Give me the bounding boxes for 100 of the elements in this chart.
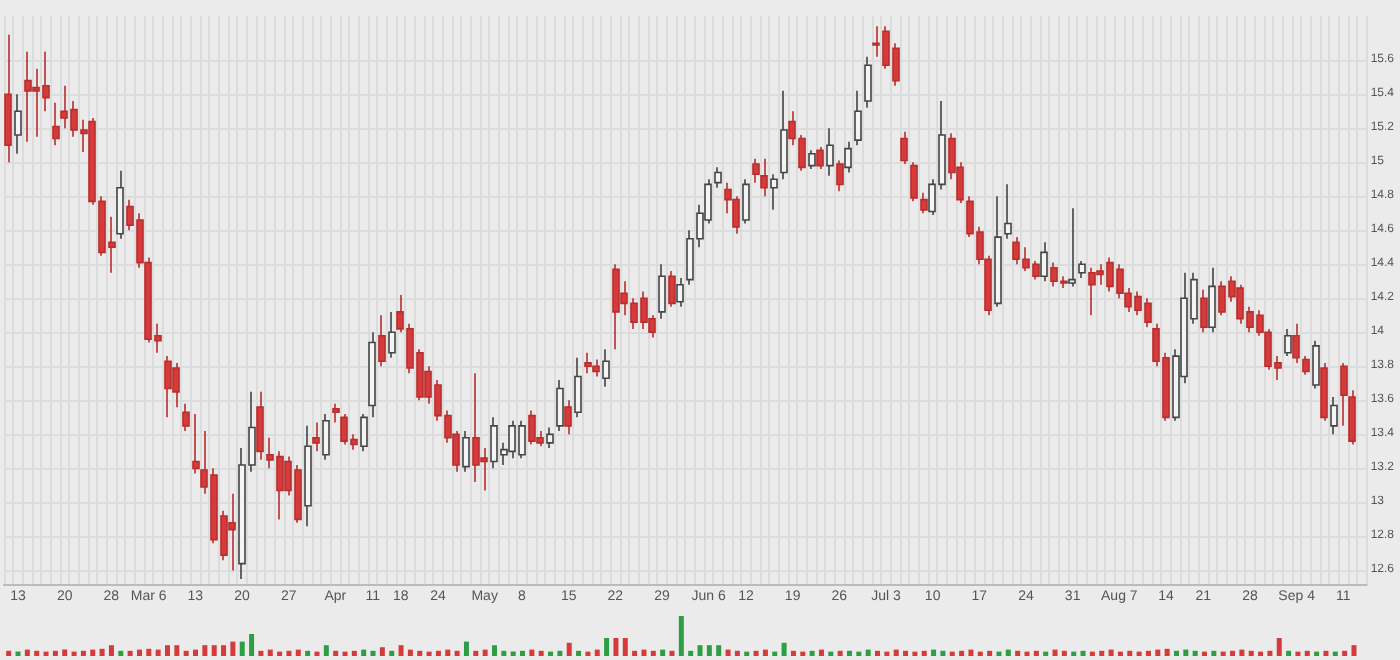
bar (146, 648, 152, 656)
bar (90, 649, 96, 656)
bar (1145, 650, 1151, 656)
bar (865, 649, 871, 656)
candlestick (752, 158, 760, 184)
bar (604, 638, 610, 656)
bar (1108, 649, 1114, 656)
bar (127, 650, 133, 656)
bar (1052, 649, 1058, 656)
bar (1230, 650, 1236, 656)
bar (501, 650, 507, 656)
candlestick (658, 263, 666, 320)
candlestick (574, 357, 582, 419)
bar (1323, 650, 1329, 656)
candlestick (742, 178, 750, 225)
candlestick (472, 372, 480, 483)
candlestick (1208, 266, 1216, 334)
bar (622, 638, 628, 656)
candlestick (164, 355, 172, 419)
bar (594, 649, 600, 656)
candlestick (770, 173, 778, 211)
bar (716, 645, 722, 656)
bar (183, 650, 189, 656)
bar (258, 650, 264, 656)
bar (155, 649, 161, 656)
candlestick (564, 399, 572, 436)
bar (491, 645, 497, 656)
candlestick (52, 101, 60, 147)
candlestick (332, 402, 340, 424)
candlestick (368, 331, 376, 419)
bar (846, 650, 852, 656)
bar (875, 650, 881, 656)
candlestick (1292, 323, 1300, 364)
candlestick (1340, 362, 1348, 427)
candlestick (24, 50, 32, 143)
bar (164, 645, 170, 656)
candlestick (1088, 266, 1096, 317)
bar (632, 650, 638, 656)
bar (482, 649, 488, 656)
bar (34, 650, 40, 656)
candlestick (116, 169, 124, 240)
candlestick (228, 493, 236, 572)
bar (136, 649, 142, 656)
bar (286, 650, 292, 656)
bar (781, 642, 787, 656)
bar (463, 641, 469, 656)
candlestick (388, 311, 396, 359)
candlestick (462, 430, 470, 473)
candlestick (360, 413, 368, 453)
candlestick (1302, 355, 1310, 376)
candlestick (854, 90, 862, 147)
candlestick (192, 413, 200, 475)
candlestick (182, 402, 190, 432)
candlestick (602, 348, 610, 388)
bar (818, 649, 824, 656)
bar (837, 650, 843, 656)
candlestick (836, 159, 844, 192)
candlestick (1320, 362, 1328, 422)
bar (529, 649, 535, 656)
candlestick (910, 161, 918, 203)
bar (921, 650, 927, 656)
candlestick (584, 351, 592, 374)
candlestick (304, 425, 312, 527)
bar (305, 650, 311, 656)
bar (99, 648, 105, 656)
bar (267, 649, 273, 656)
candlestick (612, 263, 620, 351)
bar (333, 650, 339, 656)
bar (725, 649, 731, 656)
bar (221, 645, 227, 656)
candlestick (714, 166, 722, 189)
bar (1155, 649, 1161, 656)
candlestick (668, 270, 676, 308)
bar (641, 649, 647, 656)
bar (473, 650, 479, 656)
candlestick (1040, 241, 1048, 283)
candlestick (920, 192, 928, 215)
bar (987, 650, 993, 656)
candlestick (1004, 183, 1012, 240)
bar (108, 645, 114, 656)
bar (1127, 650, 1133, 656)
bar (52, 650, 58, 656)
bar (454, 650, 460, 656)
candlestick (844, 141, 852, 174)
bar (1061, 650, 1067, 656)
bar (174, 645, 180, 656)
bar (613, 638, 619, 656)
bar (1033, 650, 1039, 656)
candlestick (528, 409, 536, 446)
bar (202, 645, 208, 656)
bar (762, 649, 768, 656)
candlestick (780, 90, 788, 181)
candlestick (826, 127, 834, 177)
bar (940, 650, 946, 656)
bar (697, 645, 703, 656)
bar (893, 649, 899, 656)
bar (576, 650, 582, 656)
candlestick (816, 146, 824, 170)
candlestick (808, 149, 816, 170)
bar (688, 650, 694, 656)
